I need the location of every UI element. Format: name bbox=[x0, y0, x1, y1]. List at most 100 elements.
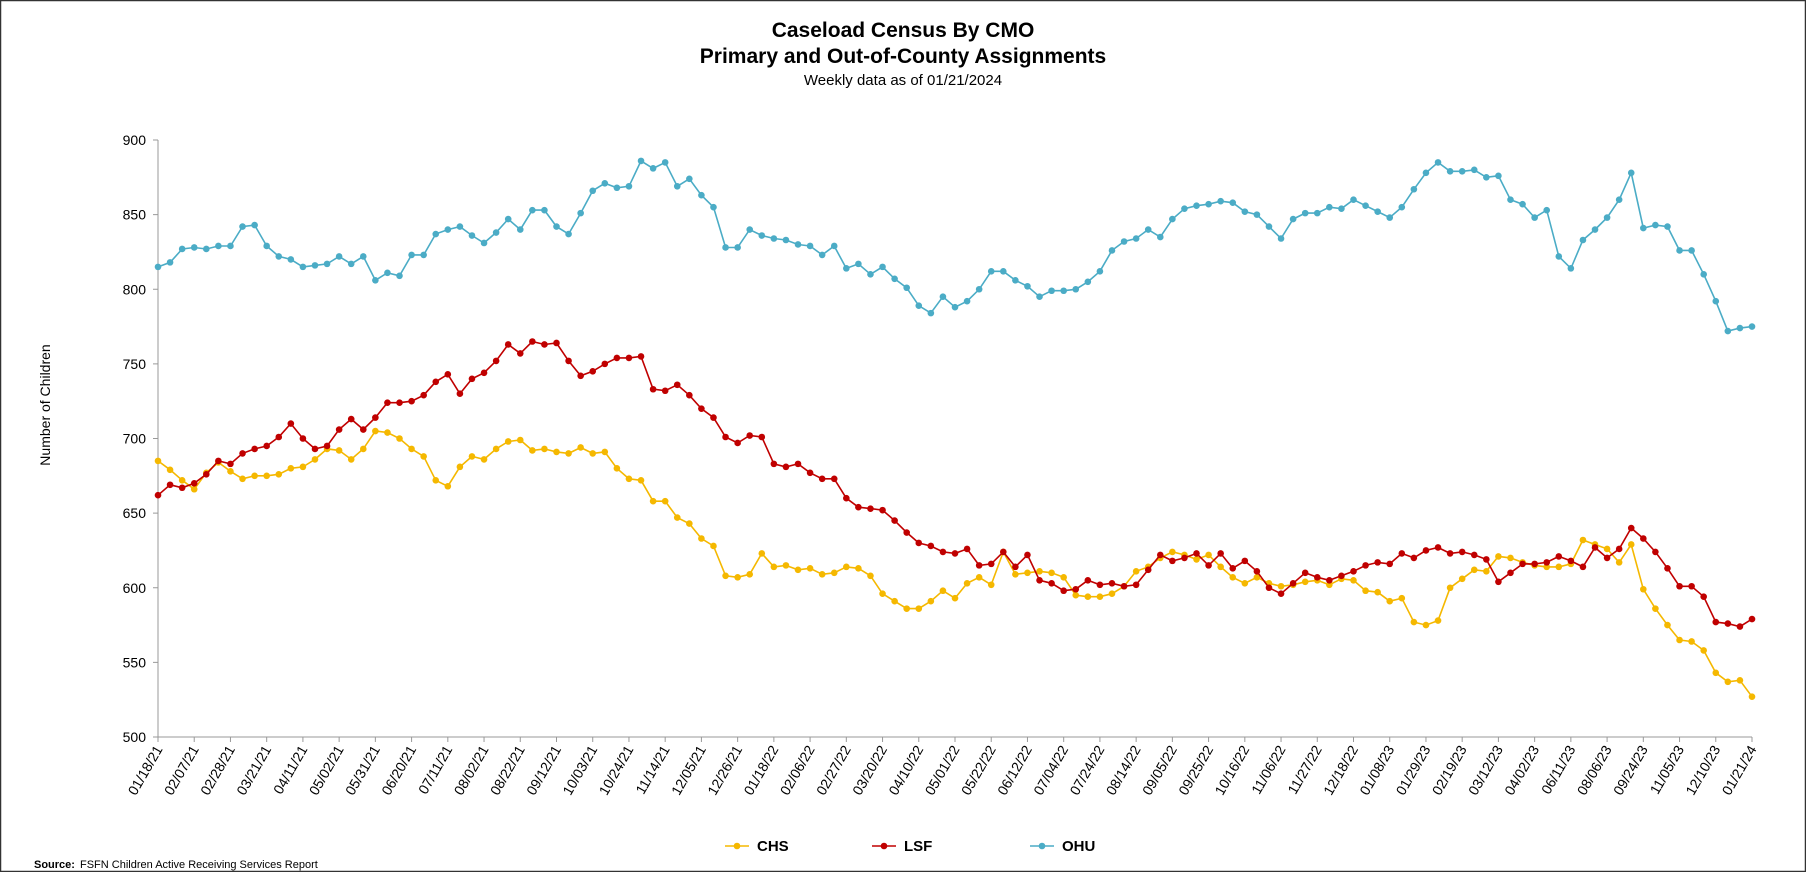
data-point bbox=[384, 399, 391, 406]
data-point bbox=[1374, 559, 1381, 566]
data-point bbox=[734, 439, 741, 447]
data-point bbox=[734, 244, 741, 251]
data-point bbox=[1193, 550, 1200, 557]
data-point bbox=[1108, 247, 1116, 254]
data-point bbox=[1156, 233, 1164, 241]
data-point bbox=[359, 445, 367, 453]
data-point bbox=[263, 242, 270, 250]
data-point bbox=[444, 226, 452, 233]
data-point bbox=[203, 245, 210, 253]
data-point bbox=[1301, 209, 1309, 217]
data-point bbox=[625, 475, 633, 483]
data-point bbox=[1736, 623, 1744, 630]
data-point bbox=[794, 241, 802, 248]
data-point bbox=[1229, 574, 1237, 581]
data-point bbox=[1434, 617, 1442, 624]
data-point bbox=[1120, 582, 1128, 590]
data-point bbox=[1640, 585, 1647, 593]
data-point bbox=[1627, 169, 1635, 177]
data-point bbox=[673, 182, 681, 190]
data-point bbox=[468, 453, 476, 460]
data-point bbox=[710, 203, 717, 211]
data-point bbox=[1700, 593, 1707, 601]
data-point bbox=[673, 514, 681, 521]
data-point bbox=[1000, 548, 1007, 556]
data-point bbox=[782, 236, 790, 244]
data-point bbox=[492, 445, 500, 453]
data-point bbox=[408, 251, 415, 259]
y-tick-label: 850 bbox=[123, 207, 147, 223]
legend-marker bbox=[733, 842, 741, 850]
data-point bbox=[553, 223, 560, 230]
data-point bbox=[637, 353, 645, 360]
data-point bbox=[1410, 185, 1418, 193]
y-tick-label: 550 bbox=[123, 654, 147, 670]
data-point bbox=[698, 535, 705, 542]
data-point bbox=[1615, 196, 1623, 203]
data-point bbox=[492, 229, 500, 236]
data-point bbox=[951, 550, 959, 557]
data-point bbox=[1446, 550, 1454, 557]
data-point bbox=[1362, 587, 1369, 595]
data-point bbox=[420, 391, 427, 399]
data-point bbox=[359, 253, 367, 260]
data-point bbox=[1265, 584, 1273, 592]
data-point bbox=[1253, 211, 1261, 218]
data-point bbox=[335, 426, 343, 433]
data-point bbox=[1169, 215, 1176, 223]
data-point bbox=[637, 157, 645, 165]
data-point bbox=[963, 297, 971, 305]
data-point bbox=[1555, 253, 1563, 260]
data-point bbox=[1676, 636, 1683, 644]
data-point bbox=[565, 357, 572, 365]
data-point bbox=[818, 475, 826, 483]
data-point bbox=[384, 269, 391, 277]
data-point bbox=[1519, 200, 1526, 208]
data-point bbox=[1132, 581, 1140, 589]
data-point bbox=[1652, 221, 1659, 229]
data-point bbox=[722, 572, 729, 580]
data-point bbox=[1748, 693, 1756, 701]
data-point bbox=[1664, 621, 1671, 629]
data-point bbox=[275, 253, 283, 260]
data-point bbox=[287, 420, 295, 427]
data-point bbox=[746, 432, 754, 439]
data-point bbox=[1495, 172, 1502, 180]
data-point bbox=[190, 244, 198, 251]
data-point bbox=[504, 341, 512, 348]
data-point bbox=[879, 506, 886, 514]
data-point bbox=[1724, 620, 1732, 627]
data-point bbox=[239, 223, 246, 230]
data-point bbox=[372, 427, 379, 435]
data-point bbox=[1652, 605, 1659, 612]
data-point bbox=[299, 435, 307, 442]
data-point bbox=[323, 442, 331, 450]
data-point bbox=[649, 497, 657, 505]
data-point bbox=[275, 433, 283, 441]
data-point bbox=[1301, 578, 1309, 586]
data-point bbox=[891, 597, 898, 605]
legend-marker bbox=[880, 842, 888, 850]
data-point bbox=[1410, 618, 1418, 626]
data-point bbox=[1265, 223, 1273, 230]
data-point bbox=[1277, 235, 1285, 242]
data-point bbox=[649, 385, 657, 393]
data-point bbox=[372, 414, 379, 421]
data-point bbox=[951, 303, 959, 311]
data-point bbox=[686, 391, 693, 399]
data-point bbox=[1024, 569, 1031, 577]
data-point bbox=[420, 453, 427, 460]
data-point bbox=[1434, 159, 1442, 166]
data-point bbox=[1072, 585, 1080, 593]
data-point bbox=[927, 597, 935, 605]
chart-subtitle: Primary and Out-of-County Assignments bbox=[700, 45, 1106, 68]
data-point bbox=[1084, 576, 1092, 584]
data-point bbox=[480, 239, 488, 247]
data-point bbox=[1217, 197, 1224, 205]
data-point bbox=[468, 232, 476, 239]
data-point bbox=[855, 260, 862, 268]
data-point bbox=[1603, 554, 1611, 562]
data-point bbox=[577, 372, 584, 380]
data-point bbox=[154, 263, 162, 271]
data-point bbox=[166, 481, 174, 489]
